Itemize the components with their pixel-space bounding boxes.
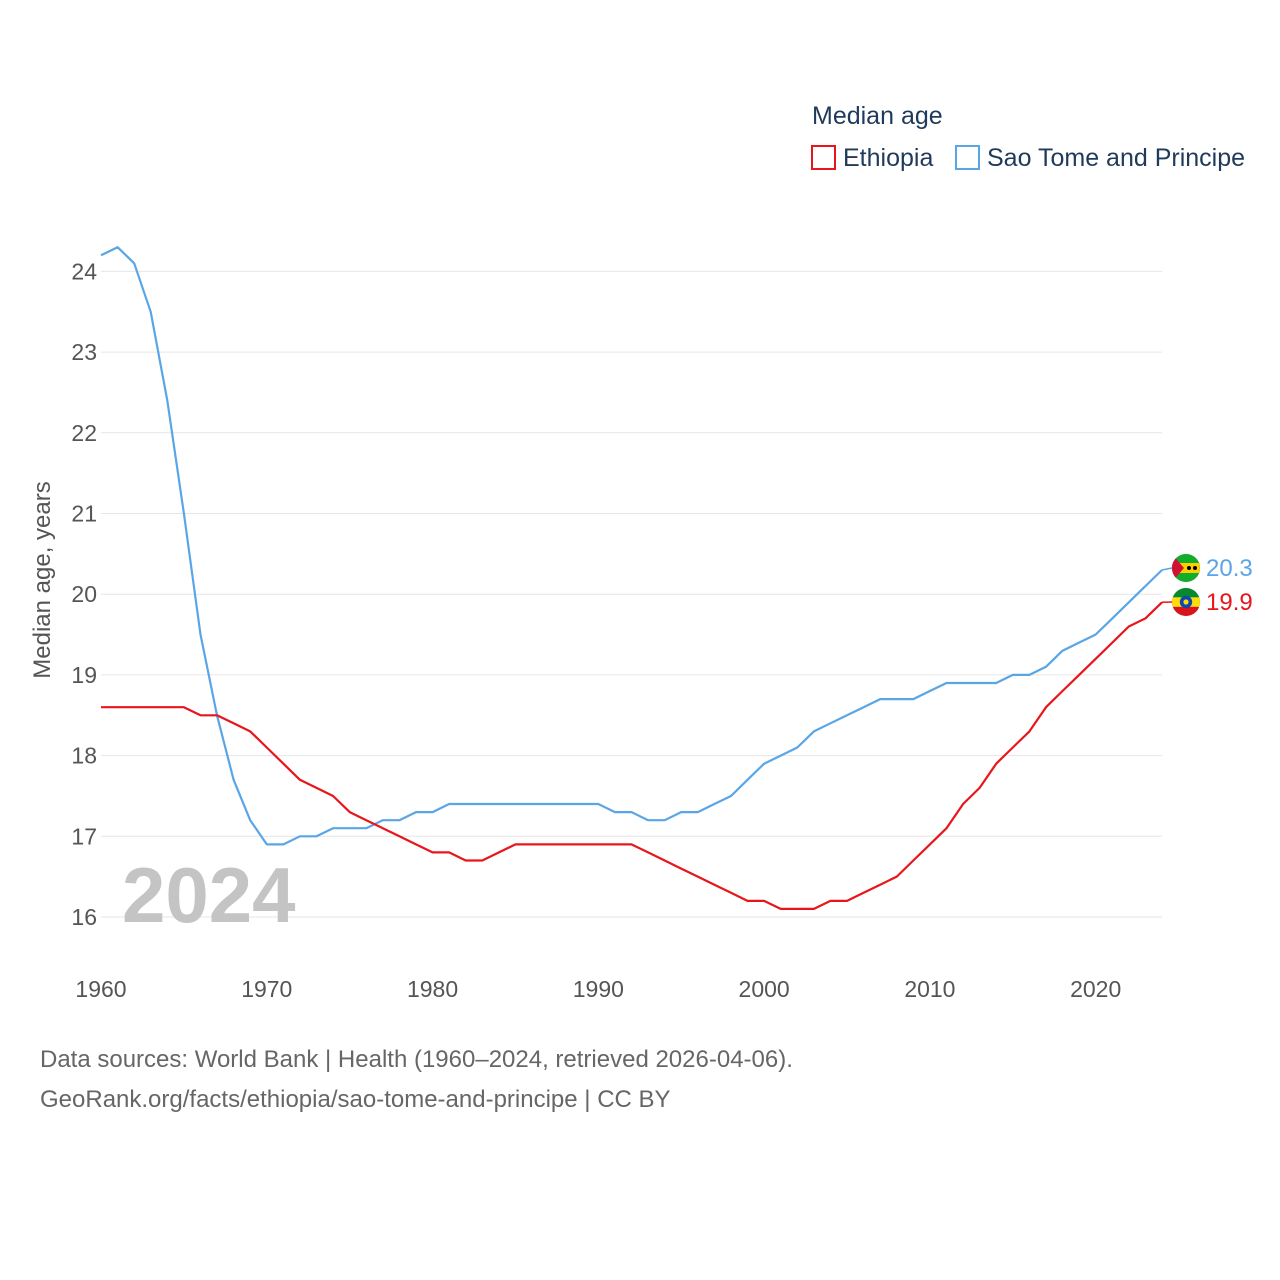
x-tick-label: 1960 (75, 976, 126, 1002)
y-axis-ticks: 16 17 18 19 20 21 22 23 24 (71, 258, 97, 930)
series-line-sao-tome[interactable] (100, 246, 1163, 846)
end-connector-sao-tome (1161, 567, 1173, 571)
legend-swatch-ethiopia (811, 145, 836, 170)
line-chart: 16 17 18 19 20 21 22 23 24 1960 1970 1980 1990 2000 2… (29, 102, 1253, 1002)
x-axis-ticks: 1960 1970 1980 1990 2000 2010 2020 (75, 976, 1121, 1002)
y-tick-label: 24 (71, 258, 97, 284)
y-tick-label: 18 (71, 743, 97, 769)
y-tick-label: 23 (71, 339, 97, 365)
y-tick-label: 21 (71, 501, 97, 527)
end-value-label-ethiopia: 19.9 (1206, 589, 1253, 616)
source-line-1: Data sources: World Bank | Health (1960–… (40, 1046, 793, 1073)
y-tick-label: 16 (71, 904, 97, 930)
x-tick-label: 1970 (241, 976, 292, 1002)
x-tick-label: 2020 (1070, 976, 1121, 1002)
year-watermark: 2024 (122, 851, 296, 939)
legend: Median age Ethiopia Sao Tome and Princip… (811, 102, 1245, 172)
series-lines (100, 246, 1163, 911)
x-tick-label: 1980 (407, 976, 458, 1002)
x-tick-label: 2010 (904, 976, 955, 1002)
series-line-ethiopia[interactable] (101, 601, 1163, 911)
legend-label-ethiopia: Ethiopia (843, 144, 933, 172)
source-line-2[interactable]: GeoRank.org/facts/ethiopia/sao-tome-and-… (40, 1086, 671, 1113)
x-tick-label: 1990 (573, 976, 624, 1002)
legend-item-ethiopia[interactable]: Ethiopia (811, 144, 933, 172)
y-tick-label: 17 (71, 823, 97, 849)
y-tick-label: 20 (71, 581, 97, 607)
end-value-label-sao-tome: 20.3 (1206, 555, 1253, 582)
legend-swatch-sao-tome (955, 145, 980, 170)
y-axis-title: Median age, years (29, 481, 56, 678)
x-tick-label: 2000 (739, 976, 790, 1002)
sao-tome-flag-icon (1171, 553, 1201, 583)
legend-item-sao-tome[interactable]: Sao Tome and Principe (955, 144, 1245, 172)
legend-title: Median age (812, 102, 943, 130)
grid-lines (101, 270, 1162, 918)
legend-label-sao-tome: Sao Tome and Principe (987, 144, 1245, 172)
y-tick-label: 22 (71, 420, 97, 446)
y-tick-label: 19 (71, 662, 97, 688)
source-note: Data sources: World Bank | Health (1960–… (40, 1040, 793, 1120)
ethiopia-flag-icon (1171, 587, 1201, 617)
end-markers: 19.9 20.3 (1161, 553, 1253, 617)
